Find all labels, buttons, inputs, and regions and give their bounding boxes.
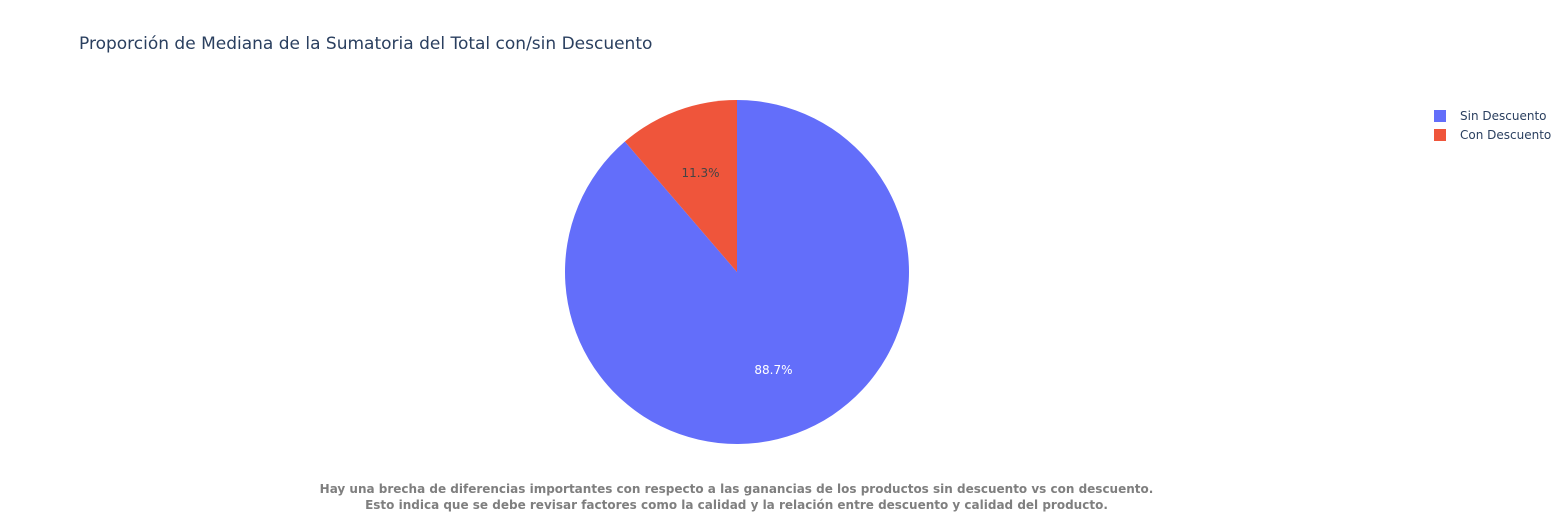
legend-item-con-descuento[interactable]: Con Descuento bbox=[1434, 125, 1551, 144]
pie-label-con-descuento: 11.3% bbox=[681, 166, 719, 180]
chart-annotation: Hay una brecha de diferencias importante… bbox=[0, 481, 1473, 513]
chart-title: Proporción de Mediana de la Sumatoria de… bbox=[79, 34, 653, 54]
pie-label-sin-descuento: 88.7% bbox=[754, 363, 792, 377]
legend-label-con-descuento: Con Descuento bbox=[1460, 127, 1552, 142]
legend-item-sin-descuento[interactable]: Sin Descuento bbox=[1434, 106, 1551, 125]
pie-slice-sin-descuento[interactable] bbox=[564, 100, 909, 444]
legend-label-sin-descuento: Sin Descuento bbox=[1460, 108, 1547, 123]
legend-swatch-sin-descuento bbox=[1434, 109, 1446, 122]
pie-slice-con-descuento[interactable] bbox=[624, 100, 737, 272]
legend: Sin Descuento Con Descuento bbox=[1434, 106, 1551, 144]
annotation-line-2: Esto indica que se debe revisar factores… bbox=[365, 498, 1108, 512]
legend-swatch-con-descuento bbox=[1434, 128, 1446, 141]
annotation-line-1: Hay una brecha de diferencias importante… bbox=[319, 482, 1154, 496]
